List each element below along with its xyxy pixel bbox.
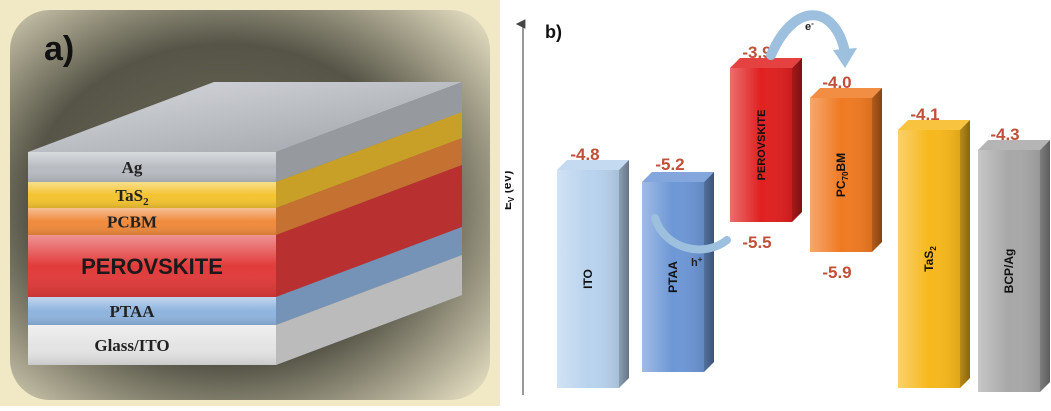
block-front-shine (642, 182, 704, 372)
block-top-value: -3.9 (742, 43, 771, 62)
block-side-shade (872, 88, 882, 252)
layer-label: TaS2 (115, 186, 149, 208)
block-top-value: -4.0 (822, 73, 851, 92)
block-name-label: PTAA (666, 261, 680, 293)
stack-layer-ptaa: PTAA (28, 227, 462, 325)
electron-arrow-head (833, 48, 857, 68)
hole-label: h+ (691, 255, 703, 269)
block-front-shine (730, 68, 792, 222)
energy-block-bcp-ag: BCP/Ag -4.3 (978, 125, 1050, 392)
stack-top-face (28, 82, 462, 152)
layer-shine (28, 208, 276, 235)
block-name-label: TaS2 (922, 246, 938, 272)
layer-label: PCBM (107, 213, 157, 232)
block-name-label: PC70BM (834, 153, 850, 197)
energy-blocks: ITO -4.8 PTAA -5.2 PEROVSKITE -3.9 -5.5 PC70BM -… (557, 43, 1050, 392)
block-top-value: -4.8 (570, 145, 599, 164)
layer-label: PEROVSKITE (81, 254, 223, 279)
block-name-label: ITO (581, 269, 595, 289)
block-side-shade (960, 120, 970, 388)
layer-side-shade (276, 227, 462, 325)
layer-side-shade (276, 165, 462, 297)
block-top-face (730, 58, 802, 68)
layer-label: Glass/ITO (94, 336, 169, 355)
layer-shine (28, 182, 276, 208)
layer-side-face (276, 82, 462, 182)
block-name-label: BCP/Ag (1002, 249, 1016, 294)
layer-side-face (276, 112, 462, 208)
energy-block-perovskite: PEROVSKITE -3.9 -5.5 (730, 43, 802, 252)
layer-label: Ag (122, 158, 143, 177)
layer-side-face (276, 255, 462, 365)
layer-label: PTAA (109, 302, 155, 321)
layer-side-shade (276, 255, 462, 365)
block-bottom-value: -5.5 (742, 233, 771, 252)
block-side-shade (704, 172, 714, 372)
block-top-value: -4.1 (910, 105, 939, 124)
block-top-face (898, 120, 970, 130)
layer-side-shade (276, 82, 462, 182)
stack-layer-glass-ito: Glass/ITO (28, 255, 462, 365)
layer-side-shade (276, 138, 462, 235)
layer-side-face (276, 165, 462, 297)
block-top-face (810, 88, 882, 98)
layer-shine (28, 235, 276, 297)
hole-transfer-arrow (651, 214, 731, 254)
block-top-value: -5.2 (655, 155, 684, 174)
block-front-shine (898, 130, 960, 388)
layer-side-face (276, 138, 462, 235)
energy-axis-label: EV (eV) (505, 171, 516, 210)
layer-side-face (276, 227, 462, 325)
stack-layer-tas: TaS2 (28, 112, 462, 208)
layer-shine (28, 325, 276, 365)
stack-layers: Ag TaS2 PCBM PEROVSKITE PTAA Glass/ITO (28, 82, 462, 365)
block-bottom-value: -5.9 (822, 263, 851, 282)
block-front-shine (978, 150, 1040, 392)
electron-label: e- (805, 19, 814, 33)
block-side-shade (792, 58, 802, 222)
device-stack-panel: Ag TaS2 PCBM PEROVSKITE PTAA Glass/ITO a) (0, 0, 500, 406)
energy-block-ptaa: PTAA -5.2 (642, 155, 714, 372)
block-front-shine (810, 98, 872, 252)
energy-level-diagram: b) EV (eV) ITO -4.8 PTAA -5.2 PEROVSKITE -3.9… (500, 10, 1050, 395)
energy-block-pc: PC70BM -4.0 -5.9 (810, 73, 882, 282)
energy-block-ito: ITO -4.8 (557, 145, 629, 388)
panel-b-label: b) (545, 22, 562, 42)
electron-transfer-arrow (766, 10, 850, 60)
layer-side-shade (276, 112, 462, 208)
block-top-face (978, 140, 1050, 150)
block-name-label: PEROVSKITE (756, 110, 768, 181)
block-side-shade (619, 160, 629, 388)
block-top-face (557, 160, 629, 170)
energy-diagram-panel: b) EV (eV) ITO -4.8 PTAA -5.2 PEROVSKITE -3.9… (500, 0, 1051, 406)
block-front-shine (557, 170, 619, 388)
device-stack-diagram: Ag TaS2 PCBM PEROVSKITE PTAA Glass/ITO a) (0, 0, 500, 406)
layer-shine (28, 152, 276, 182)
block-side-shade (1040, 140, 1050, 392)
stack-layer-perovskite: PEROVSKITE (28, 165, 462, 297)
block-top-face (642, 172, 714, 182)
energy-block-tas: TaS2 -4.1 (898, 105, 970, 388)
stack-layer-ag: Ag (28, 82, 462, 182)
layer-shine (28, 297, 276, 325)
stack-layer-pcbm: PCBM (28, 138, 462, 235)
block-top-value: -4.3 (990, 125, 1019, 144)
panel-a-label: a) (44, 30, 74, 68)
